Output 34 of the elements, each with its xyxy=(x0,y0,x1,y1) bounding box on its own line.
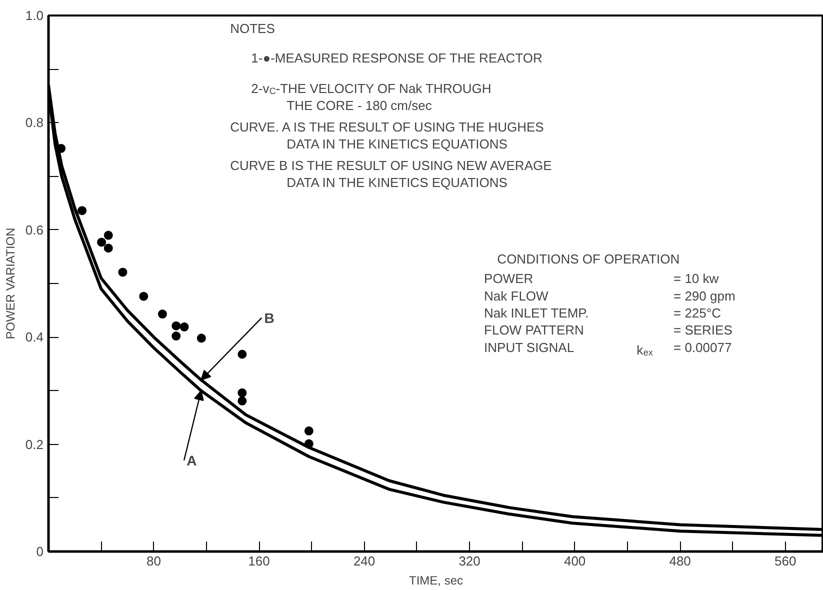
annotation: POWER xyxy=(484,271,534,286)
x-tick-label: 240 xyxy=(353,554,376,568)
annotation: Nak FLOW xyxy=(484,288,550,304)
x-axis-title: TIME, sec xyxy=(408,574,464,588)
annotation: = SERIES xyxy=(674,322,733,338)
annotation: INPUT SIGNAL xyxy=(484,340,574,355)
annotation: = 290 gpm xyxy=(674,288,736,304)
y-tick-label: 0.2 xyxy=(25,436,44,452)
x-tick-label: 480 xyxy=(669,554,691,568)
annotation: = 225°C xyxy=(674,305,721,320)
annotation: CURVE B IS THE RESULT OF USING NEW AVERAGE DATA IN THE KINETICS EQUATIONS xyxy=(230,158,552,190)
annotation: CURVE. A IS THE RESULT OF USING THE HUGHES DATA IN THE KINETICS EQUATIONS xyxy=(230,119,544,152)
annotation: FLOW PATTERN xyxy=(484,322,584,338)
y-tick-label: 1.0 xyxy=(25,8,44,23)
x-tick-label: 80 xyxy=(146,554,161,568)
y-axis-title: POWER VARIATION xyxy=(3,228,18,340)
y-tick-label: 0.8 xyxy=(25,115,44,130)
annotation: = 0.00077 xyxy=(674,340,732,355)
annotation: 1-●-MEASURED RESPONSE OF THE REACTOR xyxy=(251,50,542,66)
x-tick-label: 560 xyxy=(774,554,796,568)
annotation: NOTES xyxy=(230,20,276,36)
y-tick-label: 0.4 xyxy=(25,330,44,345)
annotation: Nak INLET TEMP. xyxy=(484,305,589,320)
y-tick-label: 0.6 xyxy=(25,222,44,238)
y-tick-label: 0 xyxy=(36,544,44,559)
annotation: = 10 kw xyxy=(674,271,720,286)
annotation: kex xyxy=(636,342,654,358)
annotation: 2-vC-THE VELOCITY OF Nak THROUGH THE CORE - 180 cm/sec xyxy=(251,80,492,114)
x-tick-label: 400 xyxy=(564,554,586,568)
annotation: A xyxy=(186,452,197,468)
x-tick-label: 160 xyxy=(248,554,270,568)
annotation: B xyxy=(264,310,274,326)
x-tick-label: 320 xyxy=(458,554,480,568)
annotation: CONDITIONS OF OPERATION xyxy=(497,251,680,266)
